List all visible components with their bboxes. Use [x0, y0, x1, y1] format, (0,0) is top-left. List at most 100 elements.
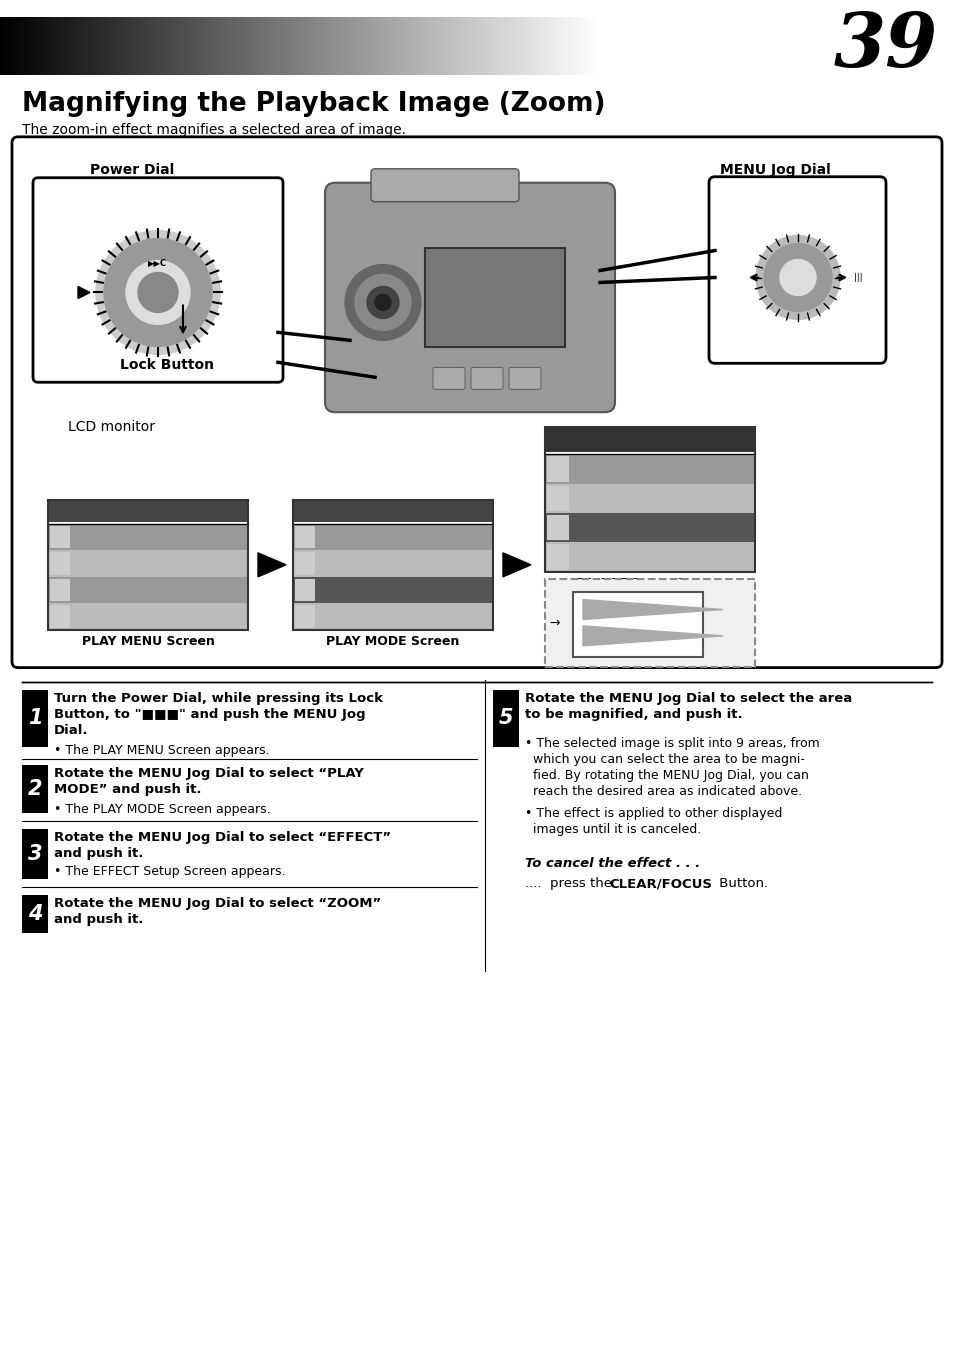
- Bar: [426, 18, 427, 75]
- Bar: [428, 18, 429, 75]
- Bar: [151, 18, 152, 75]
- Bar: [189, 18, 191, 75]
- Bar: [499, 18, 501, 75]
- Bar: [20, 18, 22, 75]
- Bar: [497, 18, 498, 75]
- Bar: [536, 18, 537, 75]
- Bar: [264, 18, 265, 75]
- Bar: [760, 18, 761, 75]
- Bar: [533, 18, 534, 75]
- Bar: [88, 18, 90, 75]
- Bar: [166, 18, 168, 75]
- Bar: [349, 18, 350, 75]
- Bar: [590, 18, 592, 75]
- Bar: [50, 526, 70, 549]
- Bar: [21, 18, 23, 75]
- Bar: [162, 18, 163, 75]
- Bar: [569, 18, 571, 75]
- Text: Rotate the MENU Jog Dial to select “PLAY
MODE” and push it.: Rotate the MENU Jog Dial to select “PLAY…: [54, 767, 363, 797]
- Bar: [474, 18, 475, 75]
- Bar: [25, 18, 27, 75]
- Polygon shape: [582, 599, 722, 619]
- Bar: [669, 18, 671, 75]
- Bar: [32, 18, 33, 75]
- Bar: [796, 18, 798, 75]
- Bar: [95, 18, 96, 75]
- Bar: [125, 18, 127, 75]
- Bar: [762, 18, 763, 75]
- Bar: [733, 18, 735, 75]
- Bar: [438, 18, 440, 75]
- Bar: [560, 18, 562, 75]
- Bar: [645, 18, 647, 75]
- Bar: [621, 18, 623, 75]
- Bar: [505, 18, 507, 75]
- Bar: [792, 18, 794, 75]
- Bar: [679, 18, 680, 75]
- Bar: [515, 18, 516, 75]
- Bar: [624, 18, 626, 75]
- Bar: [225, 18, 226, 75]
- Bar: [277, 18, 279, 75]
- Bar: [205, 18, 206, 75]
- Bar: [416, 18, 418, 75]
- Bar: [742, 18, 743, 75]
- Bar: [147, 18, 149, 75]
- Bar: [319, 18, 321, 75]
- Bar: [171, 18, 172, 75]
- Bar: [781, 18, 782, 75]
- Bar: [312, 18, 314, 75]
- Bar: [693, 18, 695, 75]
- Bar: [556, 18, 557, 75]
- Bar: [711, 18, 713, 75]
- Bar: [67, 18, 69, 75]
- Bar: [115, 18, 116, 75]
- Bar: [520, 18, 522, 75]
- Bar: [493, 18, 494, 75]
- Bar: [544, 579, 754, 667]
- Bar: [14, 18, 15, 75]
- Bar: [506, 18, 508, 75]
- Bar: [493, 690, 518, 748]
- Bar: [668, 18, 670, 75]
- Bar: [405, 18, 406, 75]
- Bar: [294, 553, 314, 575]
- Bar: [350, 18, 351, 75]
- Bar: [384, 18, 385, 75]
- Bar: [301, 18, 302, 75]
- Bar: [540, 18, 542, 75]
- Bar: [192, 18, 193, 75]
- Bar: [775, 18, 777, 75]
- Bar: [73, 18, 74, 75]
- Bar: [489, 18, 490, 75]
- Text: • The selected image is split into 9 areas, from
  which you can select the area: • The selected image is split into 9 are…: [524, 737, 819, 798]
- Bar: [253, 18, 254, 75]
- Text: Lock Button: Lock Button: [120, 358, 213, 373]
- Bar: [47, 18, 49, 75]
- Bar: [465, 18, 467, 75]
- Bar: [666, 18, 668, 75]
- Bar: [547, 18, 549, 75]
- Circle shape: [104, 238, 212, 347]
- Bar: [215, 18, 217, 75]
- Bar: [682, 18, 684, 75]
- Bar: [452, 18, 453, 75]
- Bar: [543, 18, 545, 75]
- Bar: [684, 18, 686, 75]
- Bar: [696, 18, 697, 75]
- Text: 3: 3: [28, 844, 42, 864]
- Bar: [527, 18, 529, 75]
- Bar: [434, 18, 435, 75]
- Bar: [139, 18, 140, 75]
- Bar: [233, 18, 235, 75]
- Bar: [163, 18, 164, 75]
- Bar: [648, 18, 650, 75]
- Bar: [57, 18, 58, 75]
- Bar: [498, 18, 500, 75]
- Bar: [575, 18, 576, 75]
- Bar: [305, 18, 306, 75]
- Bar: [182, 18, 183, 75]
- Bar: [496, 18, 497, 75]
- Bar: [393, 18, 395, 75]
- Bar: [17, 18, 18, 75]
